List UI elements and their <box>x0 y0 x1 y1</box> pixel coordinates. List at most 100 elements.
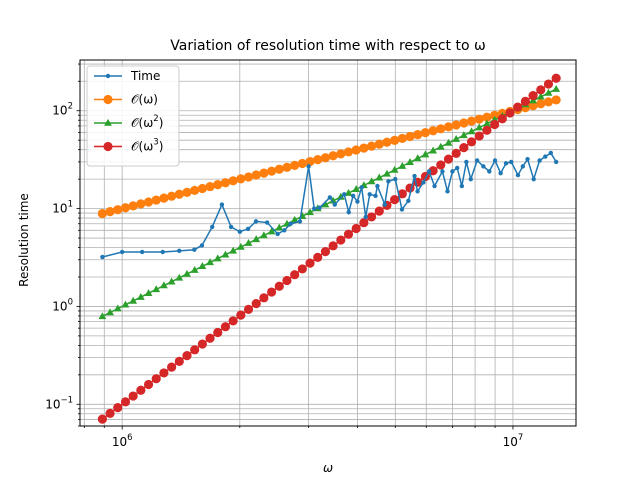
data-point <box>475 123 484 131</box>
data-point <box>413 154 422 162</box>
data-point <box>528 91 538 101</box>
data-point <box>328 151 338 161</box>
data-point <box>520 164 526 169</box>
data-point <box>113 304 122 312</box>
data-point <box>397 189 407 199</box>
data-point <box>305 156 315 167</box>
data-point <box>536 99 546 109</box>
data-point <box>405 131 415 142</box>
data-point <box>359 143 369 153</box>
data-point <box>421 180 426 185</box>
data-point <box>251 170 261 180</box>
data-point <box>366 212 377 222</box>
data-point <box>274 164 284 174</box>
data-point <box>343 147 354 157</box>
data-point <box>443 154 454 164</box>
data-point <box>306 208 314 216</box>
data-point <box>183 269 191 277</box>
x-axis-label: ω <box>323 461 333 475</box>
data-point <box>355 199 360 204</box>
data-point <box>106 308 114 316</box>
data-point <box>352 185 361 192</box>
data-point <box>487 169 492 174</box>
data-point <box>436 160 446 170</box>
data-point <box>97 414 107 424</box>
data-point <box>229 246 238 254</box>
data-point <box>120 203 131 213</box>
data-point <box>266 287 277 297</box>
data-point <box>236 174 246 184</box>
data-point <box>313 155 323 165</box>
data-point <box>336 149 346 159</box>
series-2 <box>98 84 561 320</box>
data-point <box>329 196 338 204</box>
legend-entry-label: 𝒪(ω) <box>131 93 158 107</box>
data-point <box>459 143 469 153</box>
data-point <box>375 183 380 189</box>
data-point <box>113 402 123 413</box>
data-point <box>243 172 254 182</box>
data-point <box>498 170 503 176</box>
data-point <box>359 185 364 190</box>
data-point <box>482 112 492 122</box>
data-point <box>450 169 455 174</box>
data-point <box>497 114 507 124</box>
data-point <box>159 368 169 378</box>
data-point <box>481 164 486 169</box>
data-point <box>152 285 161 293</box>
data-point <box>328 241 338 251</box>
data-point <box>429 146 438 154</box>
data-point <box>297 158 307 169</box>
data-point <box>252 235 261 243</box>
data-point <box>198 262 207 270</box>
x-tick-label: 107 <box>503 433 524 449</box>
data-point <box>359 218 369 228</box>
data-point <box>382 202 388 207</box>
data-point <box>213 327 223 338</box>
data-point <box>346 209 351 215</box>
axis-ticks: 106 107 10−1 100 101 102 <box>45 63 524 449</box>
data-point <box>543 154 548 159</box>
data-point <box>503 161 509 166</box>
data-point <box>143 379 154 390</box>
data-point <box>136 199 146 209</box>
data-point <box>390 195 400 205</box>
data-point <box>543 79 554 89</box>
data-point <box>144 289 153 296</box>
data-point <box>336 192 345 200</box>
data-point <box>259 231 268 239</box>
data-point <box>297 219 303 224</box>
data-point <box>515 172 521 178</box>
data-point <box>525 156 530 162</box>
data-point <box>182 187 192 197</box>
data-point <box>205 333 215 343</box>
legend-swatch-marker <box>105 73 111 79</box>
data-point <box>390 165 399 173</box>
data-point <box>190 185 200 196</box>
data-point <box>374 206 384 216</box>
data-point <box>305 258 315 268</box>
legend-entry-label: Time <box>130 69 160 83</box>
data-point <box>243 304 254 314</box>
data-point <box>228 224 234 230</box>
data-point <box>100 254 105 260</box>
data-point <box>351 223 361 234</box>
data-point <box>367 177 376 185</box>
data-point <box>537 158 542 163</box>
data-point <box>474 158 480 163</box>
data-point <box>443 122 454 132</box>
data-point <box>552 84 561 92</box>
data-point <box>282 275 292 286</box>
data-point <box>531 176 536 182</box>
data-point <box>451 120 461 130</box>
data-point <box>436 142 445 150</box>
data-point <box>393 176 398 182</box>
data-point <box>421 150 430 158</box>
data-point <box>451 148 461 158</box>
data-point <box>440 169 445 174</box>
data-point <box>128 391 138 401</box>
data-point <box>415 189 420 194</box>
data-point <box>105 207 115 217</box>
data-point <box>175 273 184 281</box>
data-point <box>436 124 446 134</box>
